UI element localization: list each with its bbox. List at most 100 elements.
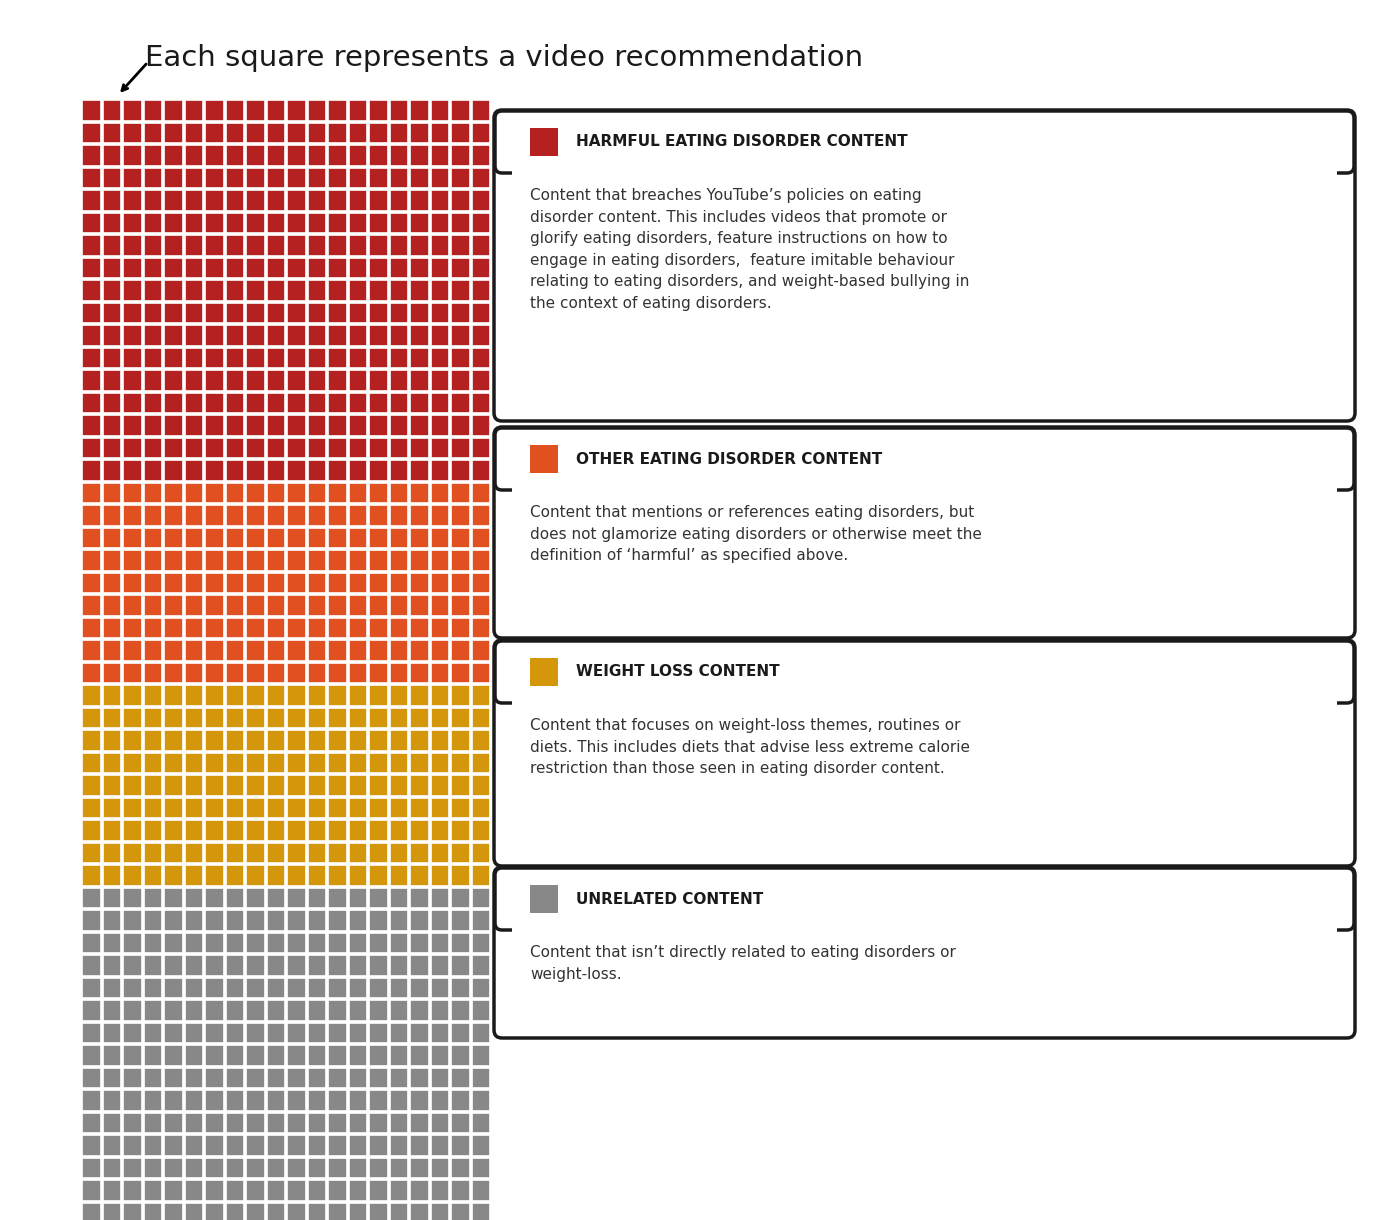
Bar	[348, 1046, 367, 1065]
Bar	[452, 1046, 470, 1065]
Bar	[144, 100, 162, 121]
Bar	[184, 820, 204, 841]
Bar	[144, 843, 162, 863]
Bar	[369, 550, 388, 571]
Bar	[164, 235, 183, 255]
Bar	[287, 843, 305, 863]
Bar	[328, 393, 347, 414]
Bar	[348, 1022, 367, 1043]
Bar	[369, 460, 388, 481]
Bar	[123, 572, 142, 593]
Bar	[123, 393, 142, 414]
Bar	[245, 955, 265, 976]
Bar	[287, 235, 305, 255]
Bar	[184, 1068, 204, 1088]
Bar	[245, 684, 265, 705]
Bar	[471, 1000, 491, 1020]
Bar	[226, 1113, 244, 1133]
Bar	[144, 393, 162, 414]
Bar	[226, 595, 244, 616]
Bar	[123, 798, 142, 817]
Bar	[164, 303, 183, 323]
Bar	[245, 438, 265, 458]
Bar	[471, 1089, 491, 1110]
Bar	[226, 145, 244, 166]
Bar	[410, 932, 428, 953]
Bar	[164, 527, 183, 548]
Bar	[308, 1089, 326, 1110]
Bar	[328, 955, 347, 976]
Bar	[471, 932, 491, 953]
Bar	[308, 348, 326, 368]
Bar	[328, 550, 347, 571]
Bar	[287, 708, 305, 728]
Bar	[308, 887, 326, 908]
Bar	[431, 1046, 449, 1065]
Bar	[82, 257, 100, 278]
Bar	[245, 167, 265, 188]
Bar	[431, 505, 449, 526]
Bar	[164, 1158, 183, 1179]
Bar	[245, 482, 265, 503]
Bar	[164, 438, 183, 458]
Bar	[164, 617, 183, 638]
Bar	[389, 572, 408, 593]
Bar	[82, 1022, 100, 1043]
Bar	[389, 708, 408, 728]
Bar	[226, 572, 244, 593]
Bar	[410, 572, 428, 593]
Bar	[287, 977, 305, 998]
Bar	[245, 100, 265, 121]
Bar	[144, 348, 162, 368]
Bar	[410, 482, 428, 503]
Bar	[205, 415, 223, 436]
Bar	[389, 595, 408, 616]
Bar	[512, 917, 1337, 933]
Bar	[144, 303, 162, 323]
Bar	[369, 122, 388, 143]
Bar	[123, 640, 142, 660]
Bar	[471, 887, 491, 908]
Bar	[287, 1000, 305, 1020]
Bar	[245, 843, 265, 863]
Bar	[164, 1135, 183, 1155]
Bar	[410, 257, 428, 278]
Bar	[328, 1203, 347, 1220]
Bar	[431, 730, 449, 750]
FancyBboxPatch shape	[493, 427, 1355, 638]
Bar	[328, 438, 347, 458]
Bar	[123, 190, 142, 211]
Bar	[348, 932, 367, 953]
Bar	[410, 370, 428, 390]
Bar	[164, 1046, 183, 1065]
Bar	[431, 325, 449, 345]
Bar	[123, 1135, 142, 1155]
Bar	[103, 955, 121, 976]
Bar	[245, 977, 265, 998]
Bar	[348, 212, 367, 233]
Bar	[431, 1113, 449, 1133]
Bar	[82, 482, 100, 503]
Bar	[452, 595, 470, 616]
Bar	[123, 887, 142, 908]
Bar	[123, 1022, 142, 1043]
Bar	[103, 212, 121, 233]
Bar	[82, 640, 100, 660]
Bar	[184, 753, 204, 773]
FancyBboxPatch shape	[495, 867, 1354, 930]
Bar	[103, 325, 121, 345]
Bar	[103, 482, 121, 503]
Bar	[266, 1068, 284, 1088]
Bar	[164, 145, 183, 166]
Bar	[82, 505, 100, 526]
Bar	[410, 708, 428, 728]
Bar	[530, 884, 558, 913]
Bar	[471, 167, 491, 188]
Bar	[266, 370, 284, 390]
Bar	[226, 122, 244, 143]
Bar	[245, 932, 265, 953]
Bar	[389, 955, 408, 976]
Bar	[287, 257, 305, 278]
Bar	[389, 684, 408, 705]
Bar	[389, 1113, 408, 1133]
